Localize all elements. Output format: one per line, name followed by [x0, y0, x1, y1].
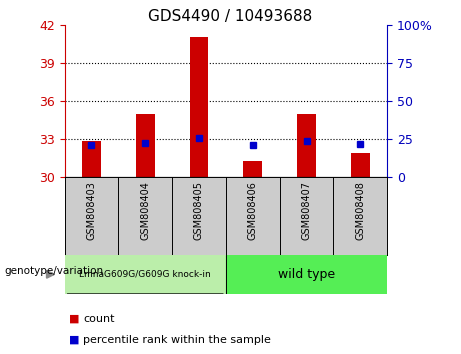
Bar [65, 255, 226, 294]
Bar [226, 255, 387, 294]
Bar [351, 153, 370, 177]
Text: LmnaG609G/G609G knock-in: LmnaG609G/G609G knock-in [79, 270, 211, 279]
Text: count: count [83, 314, 114, 324]
Text: GSM808408: GSM808408 [355, 181, 366, 240]
Text: GSM808407: GSM808407 [301, 181, 312, 240]
Text: ■: ■ [69, 314, 80, 324]
Text: percentile rank within the sample: percentile rank within the sample [83, 335, 271, 345]
Bar [189, 38, 208, 177]
Text: GSM808405: GSM808405 [194, 181, 204, 240]
Bar [243, 160, 262, 177]
Bar [297, 114, 316, 177]
Bar [82, 142, 101, 177]
Text: GSM808406: GSM808406 [248, 181, 258, 240]
Text: GSM808404: GSM808404 [140, 181, 150, 240]
Text: genotype/variation: genotype/variation [5, 266, 104, 276]
Text: wild type: wild type [278, 268, 335, 281]
Text: GDS4490 / 10493688: GDS4490 / 10493688 [148, 9, 313, 24]
Text: ■: ■ [69, 335, 80, 345]
Text: GSM808403: GSM808403 [86, 181, 96, 240]
Bar [136, 114, 154, 177]
